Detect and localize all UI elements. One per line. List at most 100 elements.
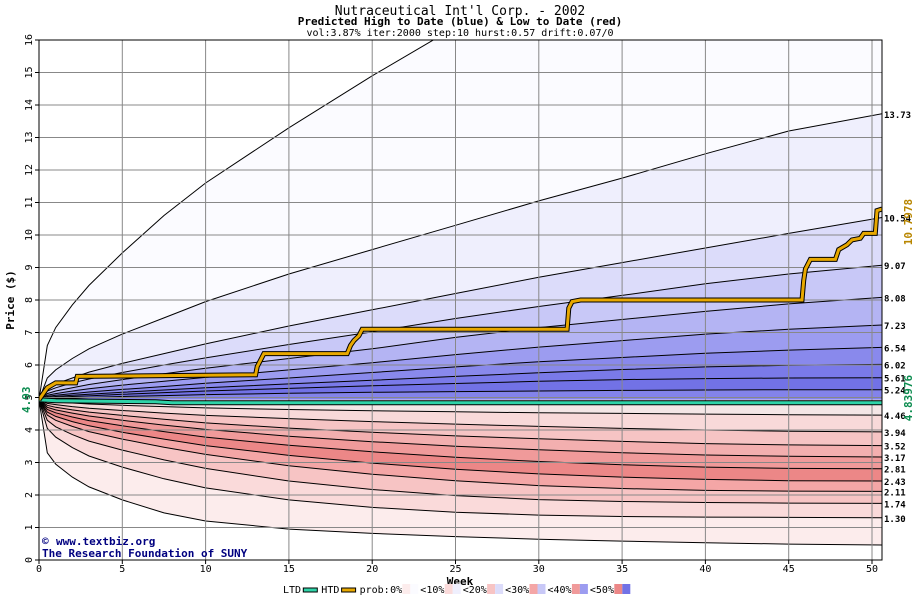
x-tick-label: 10 (200, 564, 212, 575)
band-end-label: 6.54 (884, 344, 906, 354)
y-tick-label: 4 (24, 427, 35, 433)
legend-htd-label: HTD (321, 585, 339, 596)
legend-ltd-swatch (302, 587, 318, 593)
high-band-0 (39, 40, 882, 400)
band-end-labels: 13.7310.549.078.087.236.546.025.615.244.… (884, 111, 912, 525)
band-boundary-line (39, 389, 882, 401)
legend-item-label: <50% (590, 585, 614, 596)
high-band-4 (39, 297, 882, 400)
y-tick-label: 11 (24, 196, 35, 208)
x-tick-label: 0 (36, 564, 42, 575)
band-boundary-line (39, 399, 882, 433)
band-end-label: 5.24 (884, 387, 906, 397)
high-band-7 (39, 364, 882, 400)
legend-swatch-blue (537, 584, 546, 594)
low-band-1 (39, 399, 882, 432)
band-boundary-line (39, 40, 435, 400)
low-band-2 (39, 399, 882, 446)
band-end-label: 1.30 (884, 515, 906, 525)
legend-item-label: <40% (548, 585, 572, 596)
legend-swatch-red (614, 584, 623, 594)
chart-title: Nutraceutical Int'l Corp. - 2002 (335, 4, 585, 19)
x-tick-label: 30 (533, 564, 545, 575)
band-boundary-line (39, 399, 882, 546)
band-end-label: 3.94 (884, 429, 906, 439)
legend-swatch-blue (622, 584, 631, 594)
legend-swatch-red (402, 584, 411, 594)
low-band-6 (39, 399, 882, 492)
band-boundary-line (39, 399, 882, 458)
band-end-label: 2.81 (884, 466, 906, 476)
band-boundary-line (39, 399, 882, 519)
legend-swatch-red (444, 584, 453, 594)
htd-final-label: 10.7978 (902, 199, 915, 245)
y-tick-label: 2 (24, 492, 35, 498)
y-tick-label: 13 (24, 131, 35, 143)
y-tick-label: 12 (24, 164, 35, 176)
high-band-8 (39, 377, 882, 400)
legend-item-label: <10% (420, 585, 444, 596)
y-tick-label: 1 (24, 524, 35, 530)
band-end-label: 13.73 (884, 111, 911, 121)
watermark: © www.textbiz.org The Research Foundatio… (42, 535, 248, 560)
ltd-path (39, 398, 882, 405)
low-band-9 (39, 399, 882, 545)
x-tick-label: 35 (616, 564, 628, 575)
y-tick-label: 10 (24, 229, 35, 241)
legend-swatch-red (487, 584, 496, 594)
x-tick-label: 50 (866, 564, 878, 575)
band-boundary-line (39, 399, 882, 447)
y-tick-label: 5 (24, 394, 35, 400)
x-tick-label: 15 (283, 564, 295, 575)
legend-swatch-blue (410, 584, 419, 594)
y-tick-label: 0 (24, 557, 35, 563)
legend-item-label: <20% (463, 585, 487, 596)
band-boundary-line (39, 399, 882, 470)
legend-swatch-blue (495, 584, 504, 594)
legend-swatch-blue (452, 584, 461, 594)
y-tick-label: 15 (24, 66, 35, 78)
x-tick-label: 25 (449, 564, 461, 575)
band-end-label: 9.07 (884, 262, 906, 272)
chart-subtitle: Predicted High to Date (blue) & Low to D… (298, 15, 623, 28)
band-end-label: 1.74 (884, 500, 906, 510)
chart-params: vol:3.87% iter:2000 step:10 hurst:0.57 d… (306, 28, 613, 39)
y-tick-label: 14 (24, 99, 35, 111)
x-tick-label: 45 (783, 564, 795, 575)
band-boundary-line (39, 346, 882, 401)
legend-swatch-red (529, 584, 538, 594)
low-band-5 (39, 399, 882, 481)
high-band-1 (39, 113, 882, 400)
legend-swatch-red (571, 584, 580, 594)
y-tick-label: 6 (24, 362, 35, 368)
band-end-label: 6.02 (884, 361, 906, 371)
band-end-label: 10.54 (884, 214, 912, 224)
legend-swatch-blue (579, 584, 588, 594)
y-tick-label: 7 (24, 329, 35, 335)
y-tick-label: 8 (24, 297, 35, 303)
x-tick-label: 5 (119, 564, 125, 575)
x-tick-label: 40 (699, 564, 711, 575)
y-tick-label: 3 (24, 459, 35, 465)
band-boundary-line (39, 399, 882, 492)
legend-ltd-label: LTD (283, 585, 301, 596)
start-value-label: 4.93 (20, 387, 33, 414)
low-band-8 (39, 399, 882, 518)
legend-item-label: <30% (505, 585, 529, 596)
band-end-label: 2.43 (884, 478, 906, 488)
watermark-org: The Research Foundation of SUNY (42, 547, 248, 560)
legend-prob-label: prob: (360, 585, 390, 596)
x-tick-label: 20 (366, 564, 378, 575)
price-paths (39, 206, 882, 406)
legend: LTD HTD prob: 0% <10% <20% <30% <40% <50% (283, 584, 631, 596)
copyright-icon: © (42, 535, 49, 548)
low-band-7 (39, 399, 882, 504)
band-boundary-line (39, 399, 882, 504)
band-end-label: 2.11 (884, 488, 906, 498)
y-tick-label: 16 (24, 34, 35, 46)
probability-bands (39, 40, 882, 560)
high-band-2 (39, 217, 882, 400)
htd-path (39, 207, 882, 401)
